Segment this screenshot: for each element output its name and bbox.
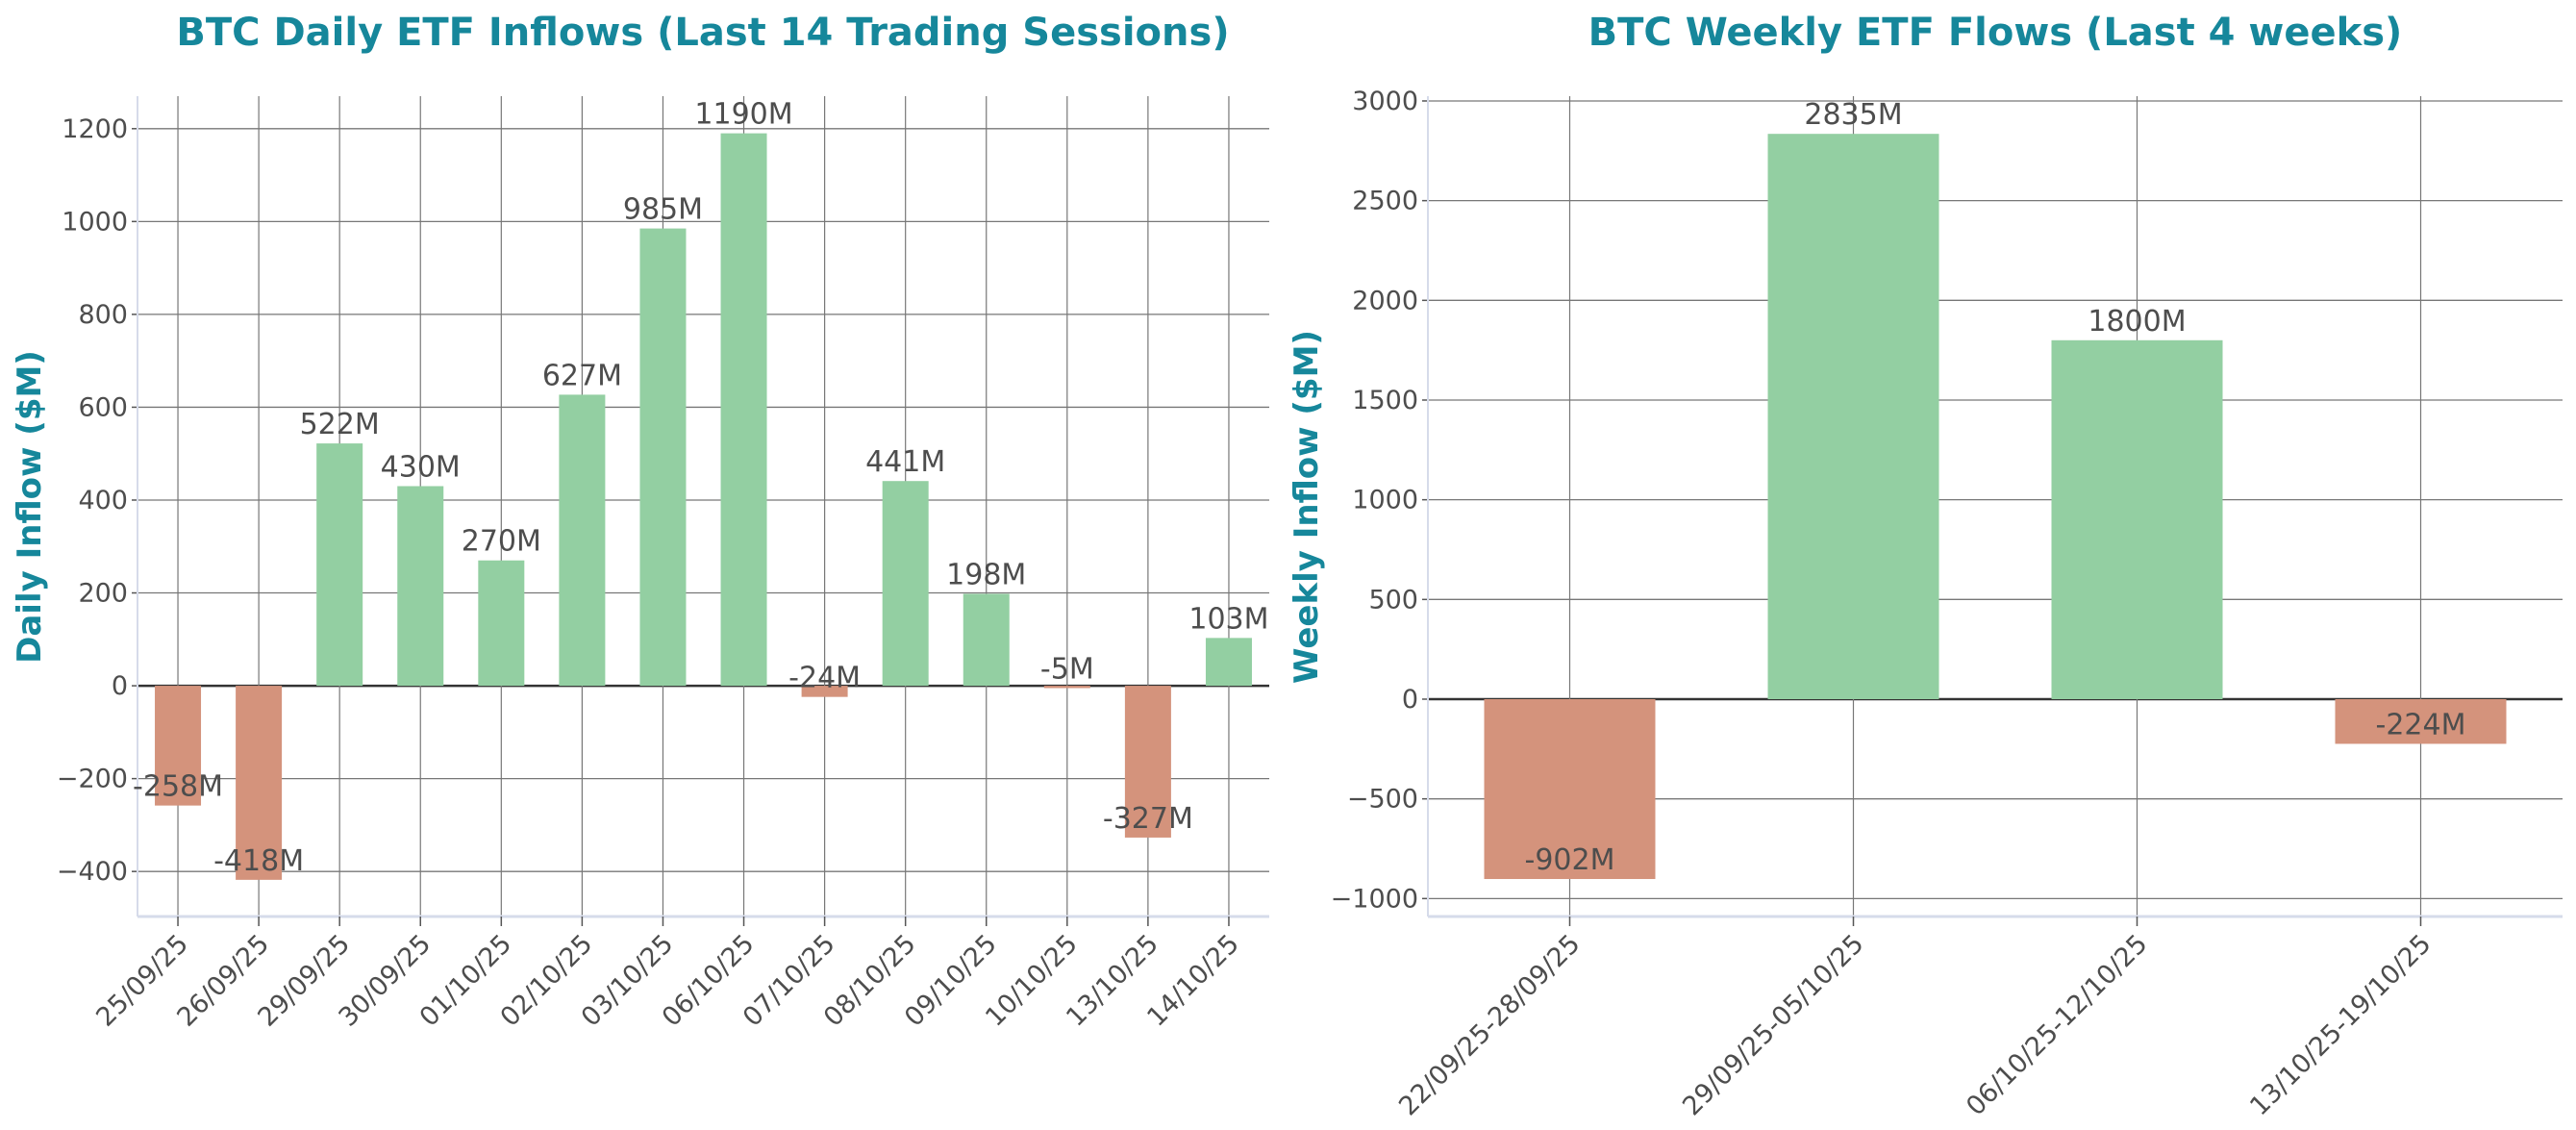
bar [1124,686,1171,838]
data-label: 1800M [2088,305,2186,339]
right-chart-title: BTC Weekly ETF Flows (Last 4 weeks) [1588,11,2403,55]
y-tick-label: 3000 [1352,87,1418,116]
y-tick-label: −1000 [1331,884,1418,914]
data-label: 103M [1188,602,1268,636]
left-chart-title: BTC Daily ETF Inflows (Last 14 Trading S… [176,11,1229,55]
data-label: -327M [1103,802,1193,836]
right-plot-area: −1000 −500 0 500 1000 1500 2000 2500 3000 -902M 28… [1331,87,2563,1121]
bar [2335,698,2507,744]
data-label: 270M [462,525,541,559]
bar [236,686,283,880]
data-label: -258M [133,770,223,804]
bar [963,593,1010,687]
y-tick-label: 1000 [1352,486,1418,515]
left-plot-area: −400 −200 0 200 400 600 800 1000 1200 -258M -418M 5… [57,96,1269,1033]
y-tick-label: 1000 [62,207,128,237]
bar [1043,686,1090,689]
y-tick-label: 0 [112,671,128,701]
y-tick-label: 0 [1402,685,1418,715]
x-tick-label: 13/10/25-19/10/25 [2244,929,2437,1121]
data-label: 2835M [1804,98,1902,132]
bar [801,686,848,697]
data-label: -902M [1525,843,1615,877]
data-label: 441M [865,445,945,479]
data-label: -418M [213,844,304,878]
y-tick-label: −500 [1347,785,1418,815]
bar [155,686,202,806]
y-tick-label: 400 [78,486,128,515]
bar [639,228,687,687]
bar [478,560,525,687]
data-label: -224M [2376,708,2466,741]
y-tick-label: 2500 [1352,187,1418,216]
y-tick-label: 200 [78,579,128,609]
left-y-axis-label: Daily Inflow ($M) [11,350,49,664]
x-tick-label: 22/09/25-28/09/25 [1393,929,1586,1121]
y-tick-label: 600 [78,392,128,422]
y-tick-label: 500 [1368,585,1418,615]
data-label: 627M [542,359,622,392]
bar [397,486,444,687]
bar [720,133,767,687]
y-tick-label: 1500 [1352,386,1418,415]
bar [316,443,363,687]
data-label: 430M [381,451,461,485]
bar [1484,698,1656,880]
data-label: 985M [623,193,703,227]
x-tick-label: 06/10/25-12/10/25 [1961,929,2153,1121]
data-label: -5M [1040,652,1094,686]
data-label: 1190M [694,98,792,132]
y-tick-label: −400 [57,857,128,887]
y-tick-label: −200 [57,765,128,794]
right-y-axis-label: Weekly Inflow ($M) [1288,330,1326,684]
x-tick-label: 29/09/25-05/10/25 [1677,929,1869,1121]
bar [1767,134,1939,699]
bar [882,481,929,687]
y-tick-label: 1200 [62,114,128,144]
data-label: 522M [300,408,380,441]
bar [2051,339,2223,699]
data-label: 198M [946,558,1026,591]
bar [1205,638,1252,687]
data-label: -24M [788,662,861,695]
y-tick-label: 800 [78,300,128,330]
y-tick-label: 2000 [1352,286,1418,315]
bar [559,394,606,687]
